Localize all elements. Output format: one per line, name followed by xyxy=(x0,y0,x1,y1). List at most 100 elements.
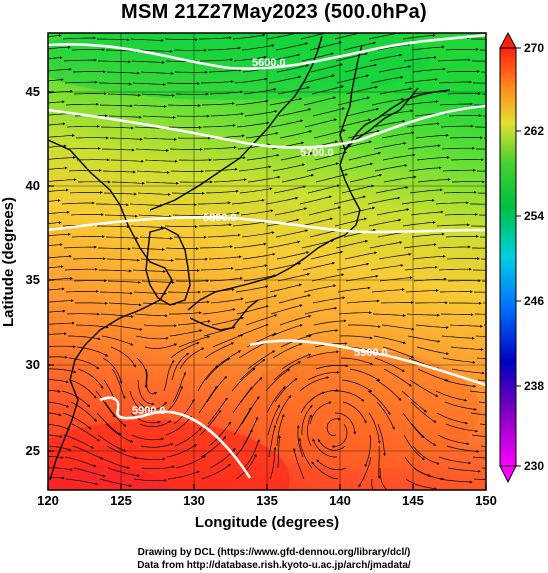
colorbar-max-arrow xyxy=(499,31,517,49)
streamline xyxy=(382,346,415,359)
streamline xyxy=(472,456,486,459)
streamline xyxy=(236,305,269,315)
streamline xyxy=(410,210,444,216)
streamline xyxy=(343,41,377,51)
streamline xyxy=(275,395,292,425)
streamline xyxy=(164,385,183,414)
streamline xyxy=(475,335,486,337)
streamline xyxy=(358,456,372,488)
streamline xyxy=(48,476,65,480)
streamline xyxy=(139,49,173,53)
streamline xyxy=(450,346,484,351)
streamline xyxy=(333,195,366,205)
streamline xyxy=(278,294,311,304)
streamline xyxy=(299,195,332,205)
streamline xyxy=(478,401,486,404)
streamline xyxy=(473,82,486,84)
streamline xyxy=(276,64,310,73)
streamline xyxy=(301,404,313,436)
streamline xyxy=(103,192,137,196)
streamline xyxy=(371,288,405,293)
streamline xyxy=(48,379,69,384)
streamline xyxy=(232,33,266,40)
streamline xyxy=(63,58,97,62)
colorbar-tick-label: 270 xyxy=(524,41,544,55)
streamline xyxy=(278,108,312,117)
streamline xyxy=(344,251,378,260)
streamline xyxy=(48,210,70,215)
streamline xyxy=(445,48,479,51)
streamline xyxy=(348,151,382,161)
streamline xyxy=(48,100,65,104)
streamline xyxy=(202,124,236,128)
y-axis-tick-labels: 25 30 35 40 45 xyxy=(26,84,40,458)
streamline xyxy=(302,74,335,84)
streamline xyxy=(136,170,170,174)
colorbar-scale xyxy=(499,47,517,467)
streamline xyxy=(166,444,197,458)
contour-5900-west xyxy=(99,396,252,479)
streamline xyxy=(349,173,383,183)
streamline xyxy=(108,115,142,119)
streamline xyxy=(346,299,380,304)
streamline xyxy=(244,294,278,304)
streamline xyxy=(436,412,468,425)
streamline xyxy=(416,155,450,161)
colorbar: 230 238 246 254 262 270 xyxy=(499,31,544,484)
streamline xyxy=(239,187,273,194)
streamline xyxy=(231,198,265,205)
streamline xyxy=(267,404,280,436)
streamline xyxy=(106,258,140,262)
streamline xyxy=(242,252,276,260)
streamline xyxy=(417,368,449,382)
y-tick-label: 35 xyxy=(26,272,40,287)
streamline xyxy=(473,478,486,481)
streamline xyxy=(335,52,368,62)
height-contours xyxy=(48,33,486,479)
streamline xyxy=(141,280,175,284)
streamline xyxy=(48,277,73,281)
streamline xyxy=(472,247,486,249)
streamline xyxy=(308,206,341,216)
streamline xyxy=(279,314,312,326)
streamline xyxy=(77,368,104,389)
streamline xyxy=(233,242,267,249)
streamline xyxy=(48,134,75,138)
streamline xyxy=(168,126,202,129)
streamline xyxy=(164,38,198,42)
streamline xyxy=(307,414,312,447)
streamline xyxy=(415,324,449,329)
streamline xyxy=(383,368,412,387)
streamline xyxy=(312,107,345,117)
y-tick-label: 25 xyxy=(26,443,40,458)
streamline xyxy=(277,435,281,469)
contour-label-5600: 5600.0 xyxy=(252,57,286,69)
streamline xyxy=(140,258,174,262)
contour-label-5700: 5700.0 xyxy=(300,147,334,159)
streamline xyxy=(211,316,245,326)
china-coast xyxy=(48,139,173,481)
streamline xyxy=(436,223,470,227)
streamline xyxy=(404,265,438,271)
streamline xyxy=(438,80,472,84)
streamline xyxy=(209,90,243,95)
streamline xyxy=(210,297,244,304)
streamline xyxy=(346,107,380,117)
streamline xyxy=(163,360,175,392)
streamline xyxy=(48,254,72,259)
streamline xyxy=(246,153,280,161)
streamline xyxy=(169,329,203,337)
x-axis-title: Longitude (degrees) xyxy=(195,514,339,531)
streamline xyxy=(135,148,169,152)
streamline xyxy=(142,115,176,119)
streamline xyxy=(338,311,372,315)
streamline xyxy=(101,335,134,346)
y-tick-label: 45 xyxy=(26,84,40,99)
streamline xyxy=(373,335,407,344)
streamline xyxy=(102,170,136,174)
streamline xyxy=(377,423,386,457)
streamline xyxy=(409,379,439,397)
streamline xyxy=(241,44,275,51)
streamline xyxy=(442,357,476,364)
streamline xyxy=(65,102,99,106)
